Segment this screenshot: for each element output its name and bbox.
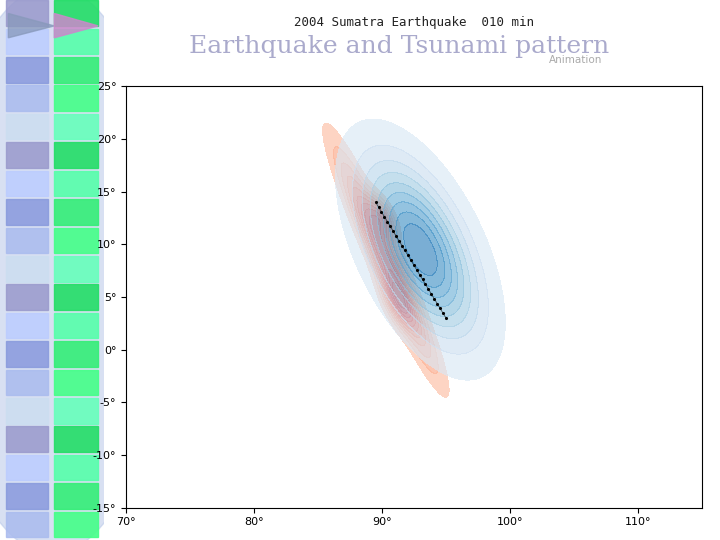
Bar [6,85,48,111]
Bar [6,256,48,281]
Bar [54,313,98,339]
Bar [54,57,98,83]
Bar [54,29,98,54]
Bar [6,313,48,339]
Bar [54,341,98,367]
Text: Earthquake and Tsunami pattern: Earthquake and Tsunami pattern [189,35,610,58]
Bar [54,427,98,452]
Bar [54,114,98,139]
Bar [54,512,98,537]
Bar [6,171,48,196]
Bar [54,285,98,310]
Text: 2004 Sumatra Earthquake  010 min: 2004 Sumatra Earthquake 010 min [294,16,534,29]
Bar [54,256,98,281]
Bar [54,398,98,423]
Bar [6,0,48,26]
Bar [6,369,48,395]
Bar [54,142,98,168]
Bar [54,199,98,225]
Bar [6,455,48,481]
Bar [6,199,48,225]
Bar [6,285,48,310]
Bar [54,85,98,111]
Bar [54,455,98,481]
Polygon shape [9,14,54,38]
Bar [6,512,48,537]
Bar [6,341,48,367]
Ellipse shape [0,0,167,540]
Bar [54,227,98,253]
Bar [54,483,98,509]
Bar [54,171,98,196]
Bar [54,369,98,395]
Bar [6,227,48,253]
Bar [6,114,48,139]
Bar [6,57,48,83]
Bar [6,427,48,452]
Bar [6,29,48,54]
Bar [6,142,48,168]
Bar [6,398,48,423]
Bar [6,483,48,509]
Text: Animation: Animation [549,55,603,65]
Bar [54,0,98,26]
Polygon shape [54,14,98,38]
